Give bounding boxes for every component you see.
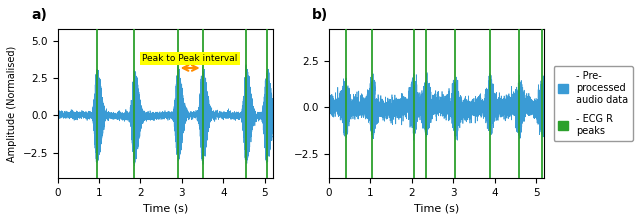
Text: Peak to Peak interval: Peak to Peak interval — [143, 54, 238, 63]
Y-axis label: Amplitude (Normalised): Amplitude (Normalised) — [7, 46, 17, 162]
X-axis label: Time (s): Time (s) — [414, 203, 460, 213]
X-axis label: Time (s): Time (s) — [143, 203, 188, 213]
Text: a): a) — [32, 8, 47, 22]
Text: b): b) — [312, 8, 328, 22]
Legend: - Pre-
processed
audio data, - ECG R
peaks: - Pre- processed audio data, - ECG R pea… — [554, 66, 633, 141]
